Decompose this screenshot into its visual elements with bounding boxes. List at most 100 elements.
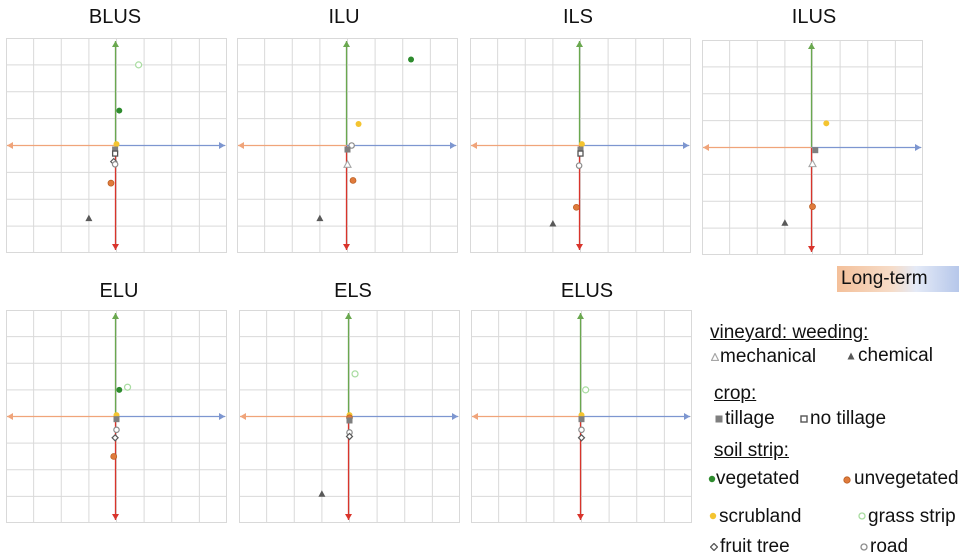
axis-arrow-up	[576, 41, 583, 146]
axis-arrow-left	[472, 413, 581, 420]
legend-unvegetated-marker	[843, 476, 851, 484]
scatter-panel-ils	[470, 38, 691, 253]
axis-arrow-up	[808, 43, 815, 148]
panel-title-ils: ILS	[562, 6, 594, 28]
panel-title-elus: ELUS	[560, 280, 614, 302]
legend-mechanical-marker	[711, 353, 719, 361]
axis-arrow-up	[112, 41, 119, 146]
point-grass-strip	[351, 370, 359, 378]
legend-chemical-marker	[847, 352, 855, 360]
point-fruit-tree	[577, 433, 586, 442]
panel-title-ilu: ILU	[328, 6, 360, 28]
legend-mechanical-label: mechanical	[720, 346, 817, 367]
point-chemical	[85, 214, 93, 222]
point-tillage	[812, 147, 819, 154]
axis-arrow-down	[112, 416, 119, 520]
legend-fruit-tree-label: fruit tree	[720, 536, 790, 557]
legend-scrubland-label: scrubland	[719, 506, 802, 527]
point-chemical	[316, 214, 324, 222]
point-chemical	[549, 219, 557, 227]
axis-arrow-right	[348, 413, 458, 420]
point-tillage	[346, 417, 353, 424]
point-road	[575, 162, 583, 169]
point-tillage	[113, 416, 120, 423]
axis-arrow-down	[577, 416, 584, 520]
axis-arrow-left	[703, 144, 812, 151]
legend-crop-heading: crop:	[714, 383, 757, 404]
point-road	[111, 161, 119, 168]
legend-no-tillage-label: no tillage	[810, 408, 887, 429]
panel-title-els: ELS	[334, 280, 372, 302]
point-tillage	[577, 146, 584, 153]
legend-unvegetated-label: unvegetated	[854, 468, 959, 489]
long-term-label: Long-term	[837, 266, 959, 292]
axis-arrow-up	[345, 313, 352, 417]
legend-grass-strip-marker	[858, 512, 866, 520]
legend-tillage-label: tillage	[725, 408, 775, 429]
legend-tillage-marker	[715, 415, 723, 423]
point-fruit-tree	[345, 432, 354, 441]
legend-no-tillage-marker	[800, 415, 808, 423]
axis-arrow-left	[7, 413, 116, 420]
legend-soil-heading: soil strip:	[714, 440, 789, 461]
axis-arrow-left	[240, 413, 349, 420]
legend-grass-strip-label: grass strip	[868, 506, 956, 527]
point-no-tillage	[577, 150, 584, 157]
axis-arrow-up	[343, 41, 350, 146]
point-road	[113, 426, 120, 434]
point-vegetated	[116, 386, 123, 393]
legend-vegetated-label: vegetated	[716, 468, 800, 489]
point-scrubland	[355, 121, 362, 127]
legend-fruit-tree-marker	[710, 543, 718, 551]
point-grass-strip	[135, 61, 143, 69]
scatter-panel-elu	[6, 310, 227, 523]
point-chemical	[318, 490, 326, 497]
legend-vegetated-marker	[708, 475, 716, 483]
point-vegetated	[408, 56, 415, 63]
axis-arrow-right	[811, 144, 921, 151]
point-fruit-tree	[111, 433, 119, 442]
point-tillage	[578, 416, 585, 423]
legend-scrubland-marker	[709, 512, 717, 520]
point-scrubland	[578, 141, 585, 148]
axis-arrow-left	[7, 142, 116, 149]
axis-arrow-right	[580, 413, 690, 420]
point-chemical	[781, 219, 789, 226]
scatter-panel-elus	[471, 310, 692, 523]
legend-chemical-label: chemical	[858, 345, 933, 366]
point-no-tillage	[111, 150, 119, 157]
scatter-panel-ilu	[237, 38, 458, 253]
point-unvegetated	[573, 203, 580, 211]
axis-arrow-up	[112, 313, 119, 417]
point-tillage	[344, 146, 351, 153]
legend-vineyard-heading: vineyard: weeding:	[710, 322, 869, 343]
point-scrubland	[113, 141, 120, 148]
panel-title-ilus: ILUS	[791, 6, 837, 28]
point-grass-strip	[123, 383, 132, 391]
legend-road-label: road	[870, 536, 909, 557]
point-mechanical	[343, 159, 352, 168]
legend-road-marker	[860, 543, 868, 551]
point-unvegetated	[110, 453, 118, 460]
axis-arrow-left	[471, 142, 580, 149]
axis-arrow-up	[577, 313, 584, 417]
point-unvegetated	[107, 179, 115, 187]
point-unvegetated	[349, 177, 357, 184]
point-tillage	[112, 146, 119, 153]
panel-title-elu: ELU	[99, 280, 139, 302]
scatter-panel-ilus	[702, 40, 923, 255]
axis-arrow-right	[115, 413, 225, 420]
axis-arrow-right	[346, 142, 456, 149]
point-scrubland	[823, 120, 830, 127]
axis-arrow-left	[238, 142, 347, 149]
point-grass-strip	[582, 386, 590, 394]
point-road	[578, 426, 585, 434]
axis-arrow-right	[115, 142, 225, 149]
panel-title-blus: BLUS	[88, 6, 142, 28]
scatter-panel-blus	[6, 38, 227, 253]
point-mechanical	[808, 158, 817, 168]
point-vegetated	[116, 107, 123, 114]
point-unvegetated	[809, 203, 816, 210]
axis-arrow-right	[579, 142, 689, 149]
scatter-panel-els	[239, 310, 460, 523]
